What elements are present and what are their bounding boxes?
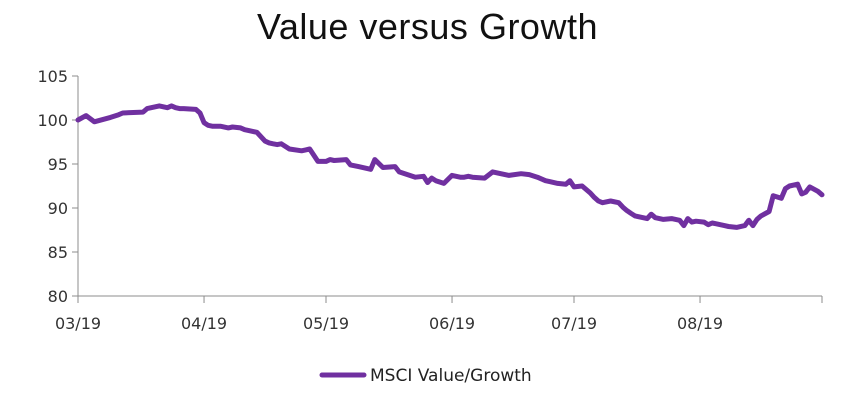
x-tick-label: 08/19 bbox=[677, 314, 723, 333]
y-tick-label: 100 bbox=[37, 111, 68, 130]
x-tick-label: 04/19 bbox=[181, 314, 227, 333]
y-tick-label: 90 bbox=[48, 199, 68, 218]
legend: MSCI Value/Growth bbox=[319, 366, 532, 386]
x-tick-label: 05/19 bbox=[303, 314, 349, 333]
y-tick-label: 85 bbox=[48, 243, 68, 262]
x-tick-label: 03/19 bbox=[55, 314, 101, 333]
x-tick-label: 07/19 bbox=[551, 314, 597, 333]
x-tick-label: 06/19 bbox=[429, 314, 475, 333]
x-axis: 03/19 04/19 05/19 06/19 07/19 08/19 bbox=[55, 295, 823, 333]
y-tick-label: 105 bbox=[37, 67, 68, 86]
chart-title: Value versus Growth bbox=[257, 6, 598, 47]
y-axis: 80 85 90 95 100 105 bbox=[37, 67, 79, 306]
series-line-msci-value-growth bbox=[75, 103, 825, 230]
y-tick-label: 80 bbox=[48, 287, 68, 306]
series-layer bbox=[75, 103, 825, 230]
legend-label: MSCI Value/Growth bbox=[370, 366, 532, 386]
y-tick-label: 95 bbox=[48, 155, 68, 174]
